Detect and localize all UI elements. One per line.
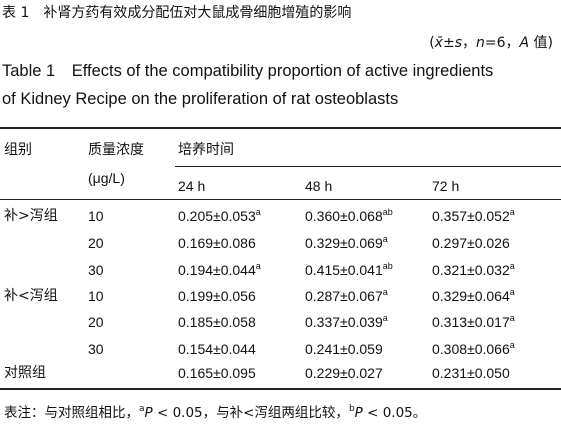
cell: 0.231±0.050	[432, 364, 510, 382]
cell: 0.185±0.058	[178, 313, 256, 331]
top-rule	[0, 127, 561, 129]
cell-value: 0.321±0.032	[432, 262, 510, 278]
cell-mark: a	[509, 313, 515, 323]
cell-value: 0.313±0.017	[432, 314, 510, 330]
stats-part: s	[454, 35, 462, 51]
cell-value: 0.205±0.053	[178, 208, 256, 224]
header-group: 组别	[4, 142, 32, 158]
row-conc: 30	[88, 262, 104, 278]
cell-value: 0.308±0.066	[432, 341, 510, 357]
row-group: 对照组	[4, 365, 46, 381]
footnote-part: P	[354, 405, 363, 421]
cell: 0.357±0.052a	[432, 207, 515, 225]
header-conc: 质量浓度	[88, 142, 144, 158]
cell: 0.329±0.064a	[432, 287, 515, 305]
row-conc: 20	[88, 235, 104, 251]
bottom-rule	[0, 388, 561, 390]
cell: 0.241±0.059	[305, 340, 383, 358]
cell-mark: a	[509, 207, 515, 217]
footnote-part: b	[348, 404, 355, 414]
stats-part: ±	[442, 35, 455, 51]
footnote-part: 表注：与对照组相比，	[4, 405, 139, 421]
stats-part: x̄	[434, 35, 443, 51]
cell: 0.169±0.086	[178, 234, 256, 252]
header-time-col: 24 h	[178, 178, 206, 194]
cell: 0.321±0.032a	[432, 261, 515, 279]
cell-value: 0.229±0.027	[305, 365, 383, 381]
cell: 0.194±0.044a	[178, 261, 261, 279]
header-conc: (μg/L)	[88, 170, 125, 186]
footnote-part: a	[139, 404, 145, 414]
footnote: 表注：与对照组相比，aP < 0.05，与补<泻组两组比较，bP < 0.05。	[4, 404, 426, 422]
cell: 0.205±0.053a	[178, 207, 261, 225]
stats-part: 值)	[529, 35, 553, 51]
cell-value: 0.329±0.064	[432, 288, 510, 304]
cell: 0.313±0.017a	[432, 313, 515, 331]
stats-part: n	[475, 35, 485, 51]
mid-rule	[0, 199, 561, 200]
cell-mark: a	[509, 287, 515, 297]
row-conc: 30	[88, 341, 104, 357]
cell-value: 0.199±0.056	[178, 288, 256, 304]
cell-value: 0.337±0.039	[305, 314, 383, 330]
row-group: 补<泻组	[4, 288, 58, 304]
cell: 0.337±0.039a	[305, 313, 388, 331]
row-conc: 10	[88, 208, 104, 224]
header-time: 培养时间	[178, 142, 234, 158]
row-conc: 20	[88, 314, 104, 330]
cell-mark: a	[509, 340, 515, 350]
stats-part: (	[429, 35, 435, 51]
cell-value: 0.169±0.086	[178, 235, 256, 251]
cell-value: 0.357±0.052	[432, 208, 510, 224]
stats-part: A	[519, 35, 530, 51]
cell: 0.360±0.068ab	[305, 207, 393, 225]
cell-value: 0.185±0.058	[178, 314, 256, 330]
cell: 0.165±0.095	[178, 364, 256, 382]
title-en: of Kidney Recipe on the proliferation of…	[2, 90, 399, 108]
row-conc: 10	[88, 288, 104, 304]
cell-mark: ab	[382, 261, 393, 271]
cell: 0.297±0.026	[432, 234, 510, 252]
cell-value: 0.297±0.026	[432, 235, 510, 251]
cell-mark: a	[382, 234, 388, 244]
cell-mark: a	[509, 261, 515, 271]
cell-value: 0.241±0.059	[305, 341, 383, 357]
cell-value: 0.154±0.044	[178, 341, 256, 357]
header-time-col: 72 h	[432, 178, 460, 194]
cell: 0.229±0.027	[305, 364, 383, 382]
footnote-part: P	[144, 405, 153, 421]
cell-value: 0.329±0.069	[305, 235, 383, 251]
title: 表 1 补肾方药有效成分配伍对大鼠成骨细胞增殖的影响	[2, 5, 352, 21]
cell-mark: a	[255, 207, 261, 217]
footnote-part: < 0.05。	[362, 405, 427, 421]
cell-value: 0.287±0.067	[305, 288, 383, 304]
cell-mark: a	[382, 313, 388, 323]
stats-part: =6，	[484, 35, 520, 51]
cell-value: 0.415±0.041	[305, 262, 383, 278]
cell: 0.154±0.044	[178, 340, 256, 358]
cell-value: 0.194±0.044	[178, 262, 256, 278]
cell-mark: a	[255, 261, 261, 271]
cell-mark: a	[382, 287, 388, 297]
footnote-part: < 0.05，与补<泻组两组比较，	[152, 405, 349, 421]
row-group: 补>泻组	[4, 208, 58, 224]
cell-value: 0.360±0.068	[305, 208, 383, 224]
cell: 0.415±0.041ab	[305, 261, 393, 279]
stats-part: ，	[461, 35, 476, 51]
cell-value: 0.231±0.050	[432, 365, 510, 381]
stats: (x̄±s，n=6，A 值)	[429, 34, 553, 52]
cell-mark: ab	[382, 207, 393, 217]
header-time-col: 48 h	[305, 178, 333, 194]
sub-rule	[175, 166, 561, 167]
cell: 0.308±0.066a	[432, 340, 515, 358]
cell-value: 0.165±0.095	[178, 365, 256, 381]
cell: 0.329±0.069a	[305, 234, 388, 252]
cell: 0.199±0.056	[178, 287, 256, 305]
title-en: Table 1 Effects of the compatibility pro…	[2, 62, 494, 80]
cell: 0.287±0.067a	[305, 287, 388, 305]
